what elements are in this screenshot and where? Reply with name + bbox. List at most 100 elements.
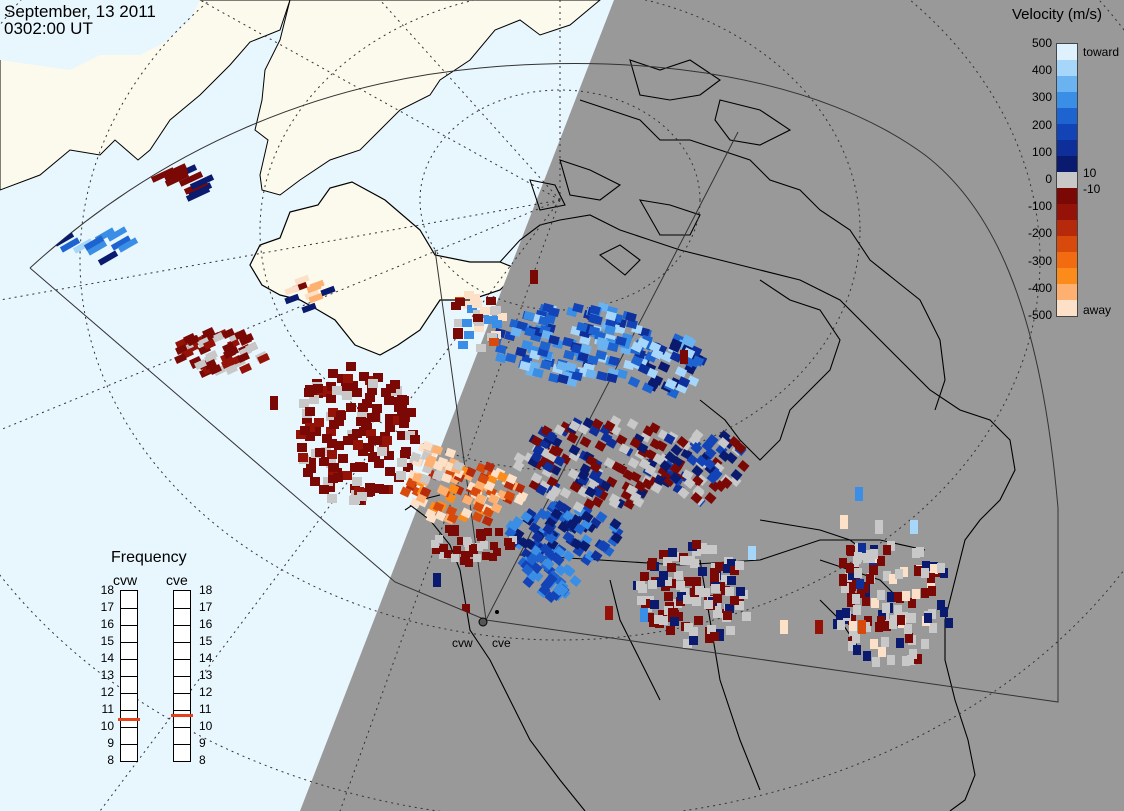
frequency-gridline bbox=[121, 693, 137, 694]
velocity-cell bbox=[186, 335, 199, 346]
velocity-cell bbox=[384, 451, 394, 460]
frequency-tick: 13 bbox=[199, 668, 213, 682]
velocity-cell bbox=[477, 473, 490, 485]
frequency-tick: 16 bbox=[199, 617, 213, 631]
velocity-cell bbox=[861, 583, 869, 593]
velocity-cell bbox=[607, 341, 619, 353]
velocity-cell bbox=[197, 337, 210, 348]
velocity-cell bbox=[523, 538, 536, 550]
velocity-cell bbox=[565, 361, 577, 373]
velocity-cell bbox=[652, 453, 665, 465]
velocity-cell bbox=[305, 432, 315, 441]
velocity-cell bbox=[687, 577, 696, 586]
velocity-cell bbox=[453, 546, 461, 554]
velocity-cell bbox=[473, 314, 483, 322]
frequency-gridline bbox=[174, 727, 190, 728]
velocity-cell bbox=[419, 473, 432, 485]
velocity-cell bbox=[840, 515, 848, 529]
velocity-cell bbox=[637, 363, 651, 375]
velocity-cell bbox=[175, 344, 188, 355]
velocity-cell bbox=[484, 528, 492, 536]
velocity-cell bbox=[444, 550, 452, 558]
velocity-cell bbox=[852, 594, 860, 604]
velocity-cell bbox=[735, 601, 744, 610]
velocity-cell bbox=[439, 551, 447, 559]
velocity-cell bbox=[453, 328, 463, 336]
velocity-cell bbox=[163, 166, 189, 182]
velocity-cell bbox=[691, 429, 704, 441]
velocity-cell bbox=[691, 475, 704, 487]
velocity-cell bbox=[189, 356, 202, 367]
velocity-cell bbox=[467, 305, 477, 313]
velocity-cell bbox=[930, 564, 938, 574]
velocity-cell bbox=[419, 486, 432, 498]
velocity-cell bbox=[588, 325, 600, 337]
night-shade bbox=[300, 0, 1124, 811]
velocity-cell bbox=[504, 538, 512, 546]
velocity-cell bbox=[692, 487, 705, 499]
velocity-cell bbox=[372, 404, 382, 413]
velocity-cell bbox=[902, 591, 910, 601]
site-label-cve: cve bbox=[492, 636, 511, 650]
velocity-cell bbox=[189, 174, 215, 190]
frequency-tick: 9 bbox=[199, 736, 206, 750]
velocity-cell bbox=[680, 350, 688, 364]
velocity-cell bbox=[397, 458, 407, 467]
velocity-cell bbox=[424, 508, 437, 520]
velocity-cell bbox=[557, 373, 569, 385]
velocity-cell bbox=[677, 592, 686, 601]
velocity-cells bbox=[53, 163, 953, 667]
velocity-cell bbox=[458, 341, 468, 349]
frequency-tick: 9 bbox=[107, 736, 114, 750]
velocity-cell bbox=[649, 618, 658, 627]
velocity-cell bbox=[530, 562, 543, 574]
velocity-cell bbox=[434, 510, 447, 522]
velocity-cell bbox=[669, 351, 683, 363]
velocity-cell bbox=[337, 374, 347, 383]
velocity-cell bbox=[384, 396, 394, 405]
frequency-gridline bbox=[174, 693, 190, 694]
velocity-cell bbox=[663, 577, 672, 586]
velocity-cell bbox=[221, 358, 234, 369]
velocity-cell bbox=[690, 588, 699, 597]
velocity-cell bbox=[725, 587, 734, 596]
velocity-cell bbox=[556, 584, 569, 596]
velocity-cell bbox=[305, 407, 315, 416]
velocity-tick: 400 bbox=[1031, 63, 1052, 78]
velocity-cell bbox=[674, 366, 688, 378]
velocity-cell bbox=[325, 483, 335, 492]
freq-radar-cvw: cvw bbox=[113, 572, 138, 588]
frequency-tick: 16 bbox=[100, 617, 114, 631]
velocity-cell bbox=[710, 632, 719, 641]
velocity-cell bbox=[690, 442, 703, 454]
velocity-cell bbox=[497, 313, 507, 321]
velocity-cell bbox=[460, 507, 473, 519]
velocity-cell bbox=[531, 531, 544, 543]
velocity-tick: 500 bbox=[1031, 36, 1052, 50]
velocity-cell bbox=[636, 337, 650, 349]
velocity-cell bbox=[403, 463, 413, 472]
velocity-cell bbox=[684, 623, 693, 632]
velocity-cell bbox=[303, 468, 313, 477]
velocity-cell bbox=[640, 572, 649, 581]
velocity-cell bbox=[577, 351, 589, 363]
velocity-cell bbox=[869, 565, 877, 575]
velocity-cell bbox=[72, 238, 94, 254]
velocity-cell bbox=[245, 342, 258, 353]
frequency-tick: 15 bbox=[199, 634, 213, 648]
velocity-cell bbox=[538, 315, 550, 327]
velocity-cell bbox=[894, 592, 902, 602]
site-label-cvw: cvw bbox=[452, 636, 473, 650]
plot-time: 0302:00 UT bbox=[4, 19, 93, 38]
velocity-cell bbox=[519, 360, 531, 372]
velocity-cell bbox=[451, 302, 461, 310]
velocity-cell bbox=[474, 493, 487, 505]
arctic-land bbox=[254, 0, 601, 196]
velocity-cell bbox=[374, 459, 384, 468]
velocity-cell bbox=[607, 535, 620, 547]
velocity-cell bbox=[567, 468, 580, 480]
velocity-cell bbox=[495, 352, 507, 364]
velocity-cell bbox=[379, 485, 389, 494]
velocity-cell bbox=[368, 436, 378, 445]
velocity-cell bbox=[677, 376, 691, 388]
